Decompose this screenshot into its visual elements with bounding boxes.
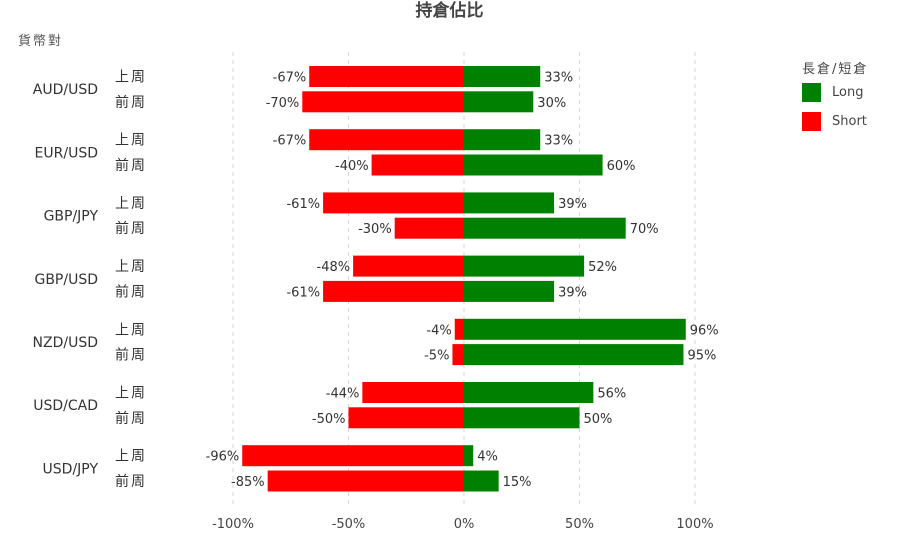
long-bar [464,255,585,277]
long-data-label: 56% [597,387,626,402]
currency-pair-label: USD/JPY [43,461,99,477]
currency-pair-label: USD/CAD [33,398,98,414]
short-bar [452,344,464,366]
period-label: 前周 [115,157,147,174]
x-tick-label: 50% [565,517,594,532]
legend-swatch-short [802,111,821,131]
short-bar [323,192,464,214]
currency-pair-label: AUD/USD [33,82,98,98]
period-label: 前周 [115,283,147,300]
long-data-label: 96% [690,323,719,338]
x-tick-label: -100% [212,517,254,532]
short-data-label: -96% [206,450,240,465]
long-bar [464,280,555,302]
short-data-label: -48% [317,260,351,275]
long-data-label: 52% [588,260,617,275]
long-data-label: 30% [537,96,566,111]
short-bar [362,382,464,403]
period-label: 前周 [115,94,147,111]
legend-swatch-long [802,82,821,102]
long-bar [464,470,499,492]
long-bar [464,154,603,176]
period-label: 上周 [115,70,147,86]
short-bar [242,445,464,467]
long-bar [464,382,594,403]
short-bar [309,66,464,87]
short-bar [348,407,464,429]
long-data-label: 95% [687,349,716,364]
long-bar [464,217,626,239]
long-data-label: 60% [607,159,636,174]
period-label: 上周 [115,133,147,149]
long-data-label: 33% [544,71,573,86]
period-label: 上周 [115,196,147,212]
long-bar [464,407,580,429]
x-tick-label: -50% [332,517,366,532]
short-data-label: -61% [286,197,320,212]
long-bar [464,344,684,366]
x-tick-label: 100% [676,517,713,532]
short-bar [302,91,464,113]
short-data-label: -61% [286,285,320,300]
long-data-label: 70% [630,222,659,237]
legend-title: 長倉/短倉 [802,62,869,77]
long-data-label: 15% [503,475,532,490]
short-data-label: -40% [335,159,369,174]
period-label: 前周 [115,220,147,237]
period-label: 前周 [115,410,147,427]
short-bar [309,129,464,151]
long-data-label: 39% [558,285,587,300]
period-label: 前周 [115,473,147,490]
legend-item-short[interactable]: Short [802,111,867,131]
x-tick-label: 0% [454,517,475,532]
short-data-label: -44% [326,387,360,402]
short-data-label: -67% [273,71,307,86]
long-bar [464,192,555,214]
period-label: 上周 [115,449,147,465]
chart-title: 持倉佔比 [415,1,484,21]
long-data-label: 4% [477,450,498,465]
short-bar [371,154,464,176]
long-data-label: 50% [584,412,613,427]
short-bar [353,255,464,277]
short-data-label: -85% [231,475,265,490]
short-bar [323,280,464,302]
long-bar [464,91,534,113]
short-data-label: -67% [273,134,307,149]
short-data-label: -50% [312,412,346,427]
short-bar [454,318,464,340]
period-label: 上周 [115,386,147,402]
period-label: 上周 [115,322,147,338]
short-bar [394,217,464,239]
period-label: 前周 [115,347,147,364]
currency-pair-label: GBP/JPY [44,209,99,225]
long-bar [464,445,474,467]
legend-item-long[interactable]: Long [802,82,863,102]
legend-label-long: Long [832,84,864,100]
long-bar [464,318,686,340]
legend-label-short: Short [832,113,867,129]
y-axis-label: 貨幣對 [18,34,64,49]
currency-pair-label: EUR/USD [35,145,98,161]
short-data-label: -5% [424,349,449,364]
currency-pair-label: GBP/USD [34,272,98,288]
currency-pair-label: NZD/USD [33,335,98,351]
period-label: 上周 [115,259,147,275]
long-bar [464,129,541,151]
long-data-label: 39% [558,197,587,212]
short-bar [267,470,464,492]
short-data-label: -70% [266,96,300,111]
short-data-label: -30% [358,222,392,237]
short-data-label: -4% [426,323,451,338]
long-bar [464,66,541,87]
long-data-label: 33% [544,134,573,149]
